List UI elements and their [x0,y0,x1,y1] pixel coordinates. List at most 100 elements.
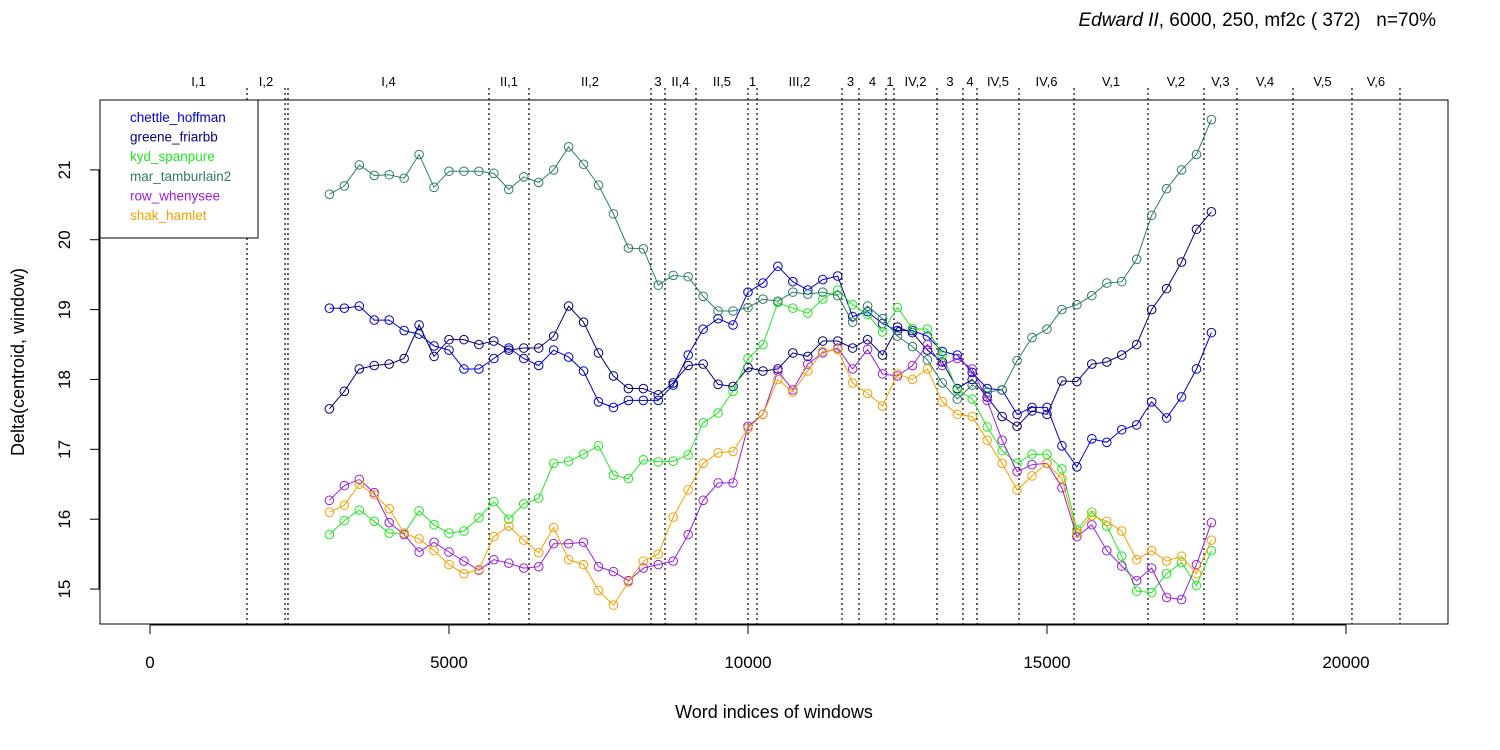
data-point [1131,554,1142,565]
data-point [1012,485,1022,495]
data-point [847,343,858,353]
data-point [1012,466,1022,477]
data-point [414,149,424,160]
data-point [1176,257,1187,267]
data-point [1012,409,1022,420]
data-point [339,386,350,397]
data-point [339,480,350,491]
data-point [1027,449,1037,460]
y-tick-label: 18 [55,370,74,389]
data-point [489,353,499,364]
data-point [638,556,649,566]
data-point [802,308,813,318]
data-point [1101,516,1112,527]
data-point [832,290,843,301]
data-point [743,423,753,434]
data-point [474,564,484,575]
data-point [339,303,350,314]
data-point [1116,561,1127,571]
data-point [1087,359,1097,369]
scene-label: 3 [654,74,661,89]
data-point [698,458,708,469]
data-point [668,456,679,467]
data-point [1206,114,1217,125]
data-point [1027,406,1037,416]
data-point [713,478,723,488]
data-point [563,352,574,362]
data-point [399,353,409,364]
data-point [773,374,783,385]
data-point [743,302,753,313]
data-point [563,538,574,549]
scene-label: II,5 [713,74,731,89]
data-point [967,411,978,422]
data-point [354,474,365,485]
data-point [548,331,559,341]
legend-entry: shak_hamlet [130,208,207,223]
scene-label: 3 [946,74,953,89]
y-tick-label: 20 [55,230,74,249]
data-point [683,485,693,495]
data-point [563,456,574,467]
plot-frame [99,99,1449,625]
data-point [548,165,559,175]
data-point [847,317,858,327]
data-point [638,563,649,573]
data-point [384,528,394,538]
scene-label: III,2 [789,74,811,89]
data-point [758,339,768,350]
data-point [474,166,484,177]
data-point [668,512,679,522]
data-point [503,184,514,195]
scene-label: I,2 [259,74,273,89]
data-point [593,348,604,358]
data-point [802,366,813,376]
data-point [1087,507,1097,518]
data-point [817,336,828,346]
legend-entry: greene_friarbb [130,130,218,145]
legend: chettle_hoffman greene_friarbb kyd_spanpur… [99,99,259,239]
data-point [384,503,394,514]
scene-label: IV,6 [1036,74,1058,89]
data-point [967,364,978,374]
series-line [329,348,1212,606]
data-point [459,364,469,374]
scene-label: 4 [966,74,973,89]
data-point [608,371,619,381]
data-point [444,334,454,345]
data-point [758,366,768,376]
data-point [578,366,589,376]
data-point [1057,464,1067,474]
data-point [1116,526,1127,536]
data-point [324,495,335,506]
data-point [832,285,843,295]
data-point [698,495,708,506]
data-point [1191,364,1202,374]
data-point [459,334,469,345]
data-point [698,291,708,302]
data-point [1042,409,1052,420]
scene-label: IV,2 [905,74,927,89]
data-point [862,344,873,355]
scene-label: II,1 [500,74,518,89]
data-point [1206,327,1217,338]
data-point [489,336,499,346]
data-point [489,531,499,542]
data-point [1087,290,1097,301]
data-point [1057,304,1067,315]
data-point [623,383,634,394]
data-point [773,261,783,272]
data-point [1206,206,1217,217]
data-point [638,455,649,465]
data-point [982,422,992,432]
data-point [1101,357,1112,367]
data-point [758,294,768,304]
data-point [653,390,664,400]
data-point [668,378,679,388]
data-point [444,547,454,557]
data-point [847,378,858,388]
data-point [533,177,544,188]
data-point [743,353,753,364]
data-point [354,505,365,515]
series-line [329,265,1212,468]
